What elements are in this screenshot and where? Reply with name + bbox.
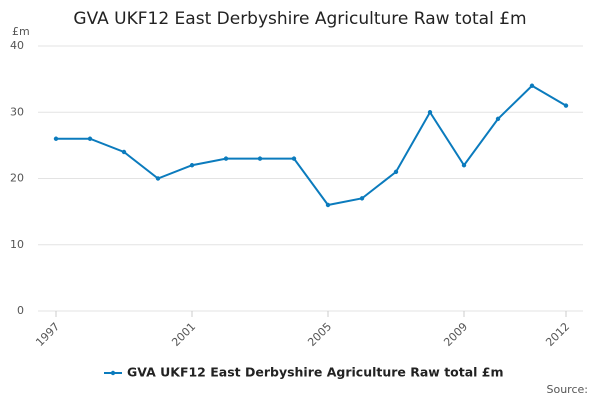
point xyxy=(461,163,467,168)
point xyxy=(359,196,365,201)
point xyxy=(223,156,229,161)
point xyxy=(155,176,161,181)
point xyxy=(325,202,331,208)
point xyxy=(495,116,501,122)
series-line xyxy=(56,84,567,207)
point xyxy=(529,83,535,88)
point xyxy=(87,136,93,141)
y-tick-label: 30 xyxy=(10,105,24,118)
chart-title: GVA UKF12 East Derbyshire Agriculture Ra… xyxy=(73,9,526,29)
x-tick-label: 2005 xyxy=(305,320,334,349)
legend-marker xyxy=(110,370,116,376)
y-unit: £m xyxy=(12,25,30,38)
point xyxy=(291,156,297,161)
x-tick-label: 2009 xyxy=(441,320,470,349)
y-tick-label: 0 xyxy=(17,304,24,317)
y-tick-label: 40 xyxy=(10,39,24,52)
x-tick-label: 2012 xyxy=(543,320,572,349)
point xyxy=(563,103,569,108)
point xyxy=(189,163,195,168)
x-tick-label: 2001 xyxy=(169,320,198,349)
x-tick-label: 1997 xyxy=(33,320,62,349)
source: Source: xyxy=(547,383,589,396)
y-tick-label: 10 xyxy=(10,238,24,251)
point xyxy=(393,169,399,175)
y-tick-label: 20 xyxy=(10,172,24,185)
point xyxy=(257,156,263,161)
point xyxy=(53,136,59,141)
point xyxy=(427,110,433,115)
point xyxy=(121,149,127,155)
legend-label: GVA UKF12 East Derbyshire Agriculture Ra… xyxy=(127,365,504,380)
